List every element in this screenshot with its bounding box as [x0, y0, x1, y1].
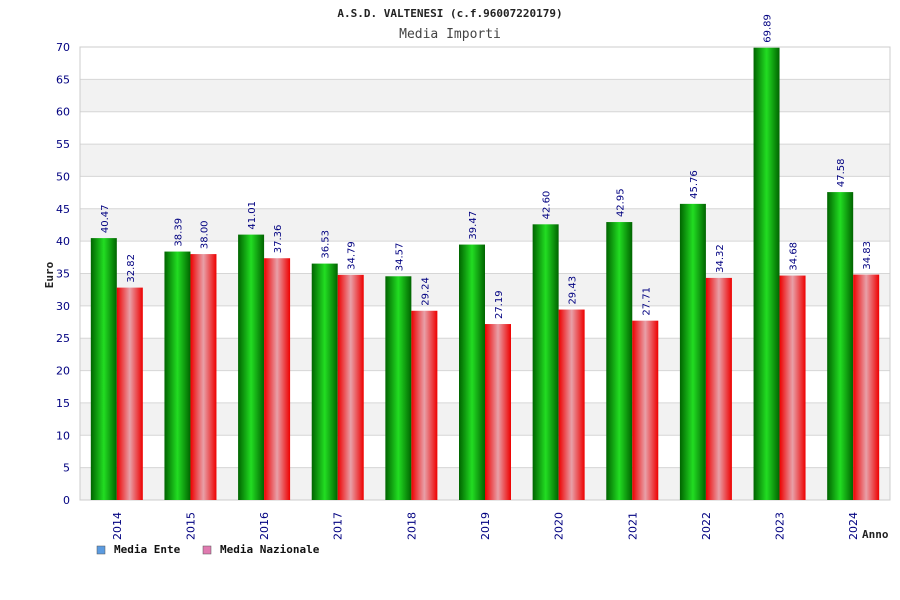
value-label-media-ente: 41.01 — [247, 201, 258, 230]
value-label-media-ente: 69.89 — [763, 14, 774, 43]
bar-media-ente — [753, 47, 780, 501]
value-label-media-nazionale: 32.82 — [126, 254, 137, 283]
bar-media-nazionale — [558, 309, 585, 500]
bar-media-ente — [679, 203, 706, 500]
x-tick-label: 2017 — [332, 512, 345, 540]
y-tick-label: 15 — [56, 397, 70, 410]
bar-media-nazionale — [632, 320, 659, 500]
bar-value-labels: 40.47 32.82 38.39 38.00 41.01 37.36 36.53 34.79… — [100, 14, 873, 319]
value-label-media-ente: 38.39 — [173, 218, 184, 247]
x-tick-label: 2023 — [774, 512, 787, 540]
y-tick-label: 65 — [56, 73, 70, 86]
legend-label-media-ente: Media Ente — [114, 543, 181, 556]
bar-media-ente — [827, 192, 854, 501]
y-tick-label: 0 — [63, 494, 70, 507]
bar-media-nazionale — [485, 324, 511, 500]
chart-subtitle: Media Importi — [399, 27, 501, 42]
bar-media-nazionale — [705, 277, 732, 500]
bar-media-nazionale — [116, 287, 143, 500]
y-tick-label: 10 — [56, 429, 70, 442]
bar-media-nazionale — [337, 274, 364, 500]
value-label-media-ente: 47.58 — [836, 158, 847, 187]
y-axis-ticks: 0 5 10 15 20 25 30 35 40 45 50 55 60 65 70 — [56, 41, 70, 507]
x-tick-label: 2015 — [184, 512, 197, 540]
bar-media-ente — [238, 234, 265, 500]
x-tick-label: 2024 — [847, 512, 860, 540]
legend-label-media-nazionale: Media Nazionale — [220, 543, 320, 556]
value-label-media-ente: 42.95 — [615, 188, 626, 217]
x-tick-label: 2022 — [700, 512, 713, 540]
x-tick-label: 2021 — [626, 512, 639, 540]
x-tick-label: 2016 — [258, 512, 271, 540]
bar-media-nazionale — [779, 275, 806, 500]
bar-media-nazionale — [411, 310, 438, 500]
y-tick-label: 70 — [56, 41, 70, 54]
legend-swatch-media-ente — [96, 545, 106, 555]
y-tick-label: 5 — [63, 462, 70, 475]
value-label-media-nazionale: 34.32 — [715, 244, 726, 273]
x-tick-label: 2018 — [405, 512, 418, 540]
value-label-media-ente: 40.47 — [100, 204, 111, 233]
y-tick-label: 35 — [56, 268, 70, 281]
legend: Media Ente Media Nazionale — [96, 543, 320, 556]
value-label-media-nazionale: 34.79 — [347, 241, 358, 270]
bar-media-nazionale — [853, 274, 880, 500]
y-tick-label: 50 — [56, 170, 70, 183]
value-label-media-nazionale: 38.00 — [199, 220, 210, 249]
bar-media-nazionale — [190, 254, 217, 500]
y-axis-label: Euro — [43, 261, 56, 288]
value-label-media-nazionale: 29.24 — [420, 277, 431, 306]
bar-media-ente — [385, 276, 412, 500]
y-tick-label: 45 — [56, 203, 70, 216]
value-label-media-nazionale: 27.71 — [641, 287, 652, 316]
value-label-media-ente: 42.60 — [542, 191, 553, 220]
bar-media-ente — [311, 263, 338, 500]
value-label-media-ente: 39.47 — [468, 211, 479, 240]
bar-media-nazionale — [264, 258, 291, 500]
y-tick-label: 20 — [56, 365, 70, 378]
x-axis-ticks: 2014 2015 2016 2017 2018 2019 2020 2021 2022 2023… — [111, 512, 860, 540]
value-label-media-nazionale: 27.19 — [494, 290, 505, 319]
legend-swatch-media-nazionale — [202, 545, 212, 555]
bars — [90, 47, 880, 501]
y-tick-label: 30 — [56, 300, 70, 313]
value-label-media-ente: 45.76 — [689, 170, 700, 199]
bar-media-ente — [606, 222, 633, 501]
x-tick-label: 2019 — [479, 512, 492, 540]
y-tick-label: 25 — [56, 332, 70, 345]
x-tick-label: 2020 — [553, 512, 566, 540]
value-label-media-ente: 34.57 — [394, 243, 405, 272]
bar-media-ente — [90, 238, 117, 500]
value-label-media-nazionale: 37.36 — [273, 225, 284, 254]
value-label-media-nazionale: 34.68 — [789, 242, 800, 271]
value-label-media-nazionale: 29.43 — [568, 276, 579, 305]
chart-title: A.S.D. VALTENESI (c.f.96007220179) — [337, 7, 562, 20]
x-axis-label: Anno — [862, 528, 889, 541]
value-label-media-ente: 36.53 — [321, 230, 332, 259]
x-tick-label: 2014 — [111, 512, 124, 540]
bar-media-ente — [164, 251, 191, 500]
value-label-media-nazionale: 34.83 — [862, 241, 873, 270]
y-tick-label: 55 — [56, 138, 70, 151]
bar-media-ente — [532, 224, 559, 500]
bar-media-ente — [459, 244, 485, 500]
y-tick-label: 60 — [56, 106, 70, 119]
y-tick-label: 40 — [56, 235, 70, 248]
